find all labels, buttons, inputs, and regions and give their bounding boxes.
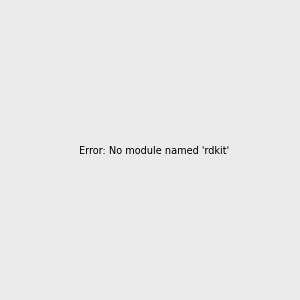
- Text: Error: No module named 'rdkit': Error: No module named 'rdkit': [79, 146, 229, 157]
